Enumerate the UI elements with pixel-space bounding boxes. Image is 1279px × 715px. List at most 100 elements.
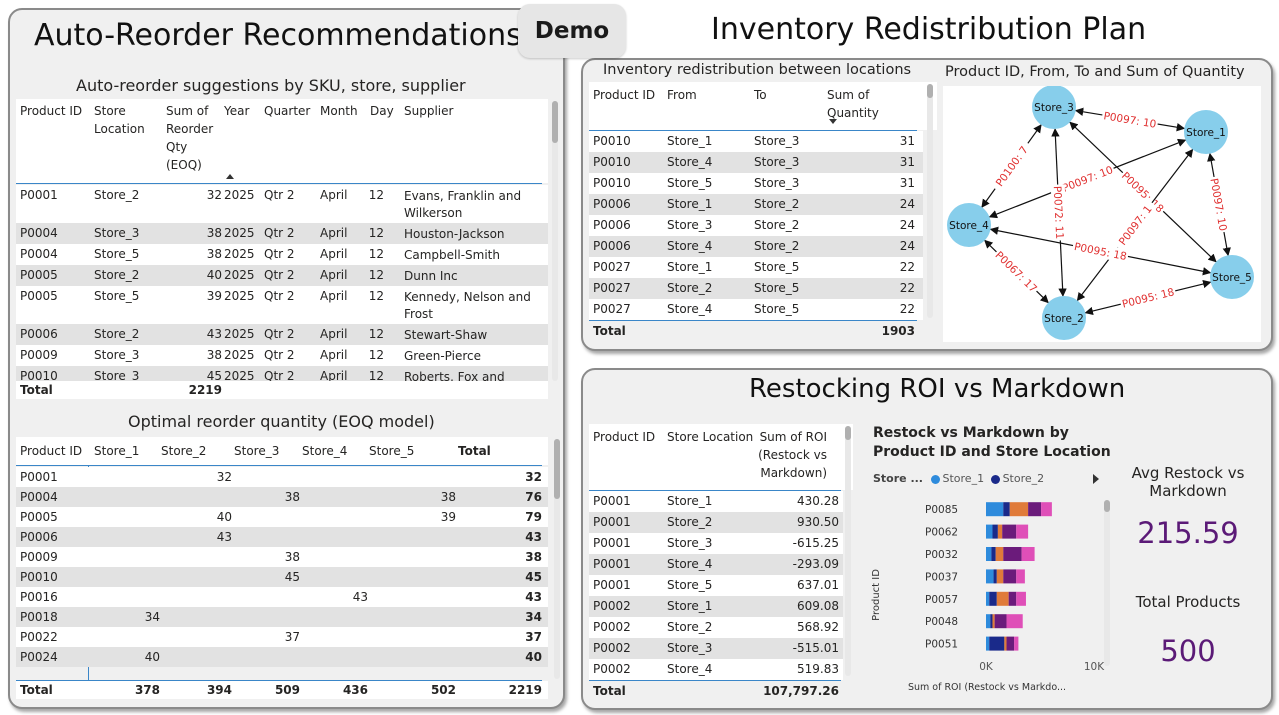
chart-scrollbar[interactable]	[1104, 500, 1110, 666]
table-row[interactable]: P0009 Store_3 38 2025 Qtr 2 April 12 Green-Pier…	[16, 345, 548, 366]
matrix-row[interactable]: P0024 40 40	[16, 647, 548, 667]
scrollbar-thumb[interactable]	[845, 426, 851, 440]
bar-segment-store-4[interactable]	[1028, 502, 1042, 517]
legend-item-store-1[interactable]: Store_1	[930, 472, 984, 485]
graph-node[interactable]	[1210, 255, 1254, 299]
scrollbar[interactable]	[927, 84, 933, 318]
bar-segment-store-1[interactable]	[986, 636, 990, 651]
header-store-location[interactable]: Store Location	[667, 430, 754, 444]
table-row[interactable]: P0001 Store_5 637.01	[589, 575, 843, 596]
graph-node[interactable]	[947, 203, 991, 247]
table-row[interactable]: P0002 Store_4 519.83	[589, 659, 843, 680]
bar-segment-store-4[interactable]	[1002, 524, 1017, 539]
table-row[interactable]: P0001 Store_4 -293.09	[589, 554, 843, 575]
table-row[interactable]: P0006 Store_4 Store_2 24	[589, 236, 923, 257]
header-from[interactable]: From	[667, 88, 697, 102]
bar-segment-store-5[interactable]	[1016, 524, 1029, 539]
header-to[interactable]: To	[754, 88, 767, 102]
matrix-row[interactable]: P0004 38 38 76	[16, 487, 548, 507]
chart-scrollbar-thumb[interactable]	[1104, 500, 1110, 512]
bar-segment-store-3[interactable]	[996, 569, 1004, 584]
table-row[interactable]: P0004 Store_3 38 2025 Qtr 2 April 12 Houston-Ja…	[16, 223, 548, 244]
table-row[interactable]: P0010 Store_5 Store_3 31	[589, 173, 923, 194]
bar-segment-store-2[interactable]	[992, 524, 998, 539]
scrollbar-thumb[interactable]	[554, 439, 560, 499]
header-product-id[interactable]: Product ID	[593, 88, 656, 102]
table-row[interactable]: P0002 Store_1 609.08	[589, 596, 843, 617]
bar-segment-store-3[interactable]	[1009, 502, 1029, 517]
table-row[interactable]: P0004 Store_5 38 2025 Qtr 2 April 12 Campbell-S…	[16, 244, 548, 265]
matrix-row[interactable]: P0016 43 43	[16, 587, 548, 607]
bar-segment-store-1[interactable]	[986, 502, 1004, 517]
header-reorder-qty[interactable]: Sum of Reorder Qty (EOQ)	[166, 104, 214, 172]
bar-segment-store-1[interactable]	[986, 569, 994, 584]
table-row[interactable]: P0001 Store_1 430.28	[589, 491, 843, 512]
table-row[interactable]: P0027 Store_1 Store_5 22	[589, 257, 923, 278]
table-row[interactable]: P0010 Store_3 45 2025 Qtr 2 April 12 Roberts, F…	[16, 366, 548, 381]
table-row[interactable]: P0002 Store_2 568.92	[589, 617, 843, 638]
header-product-id[interactable]: Product ID	[20, 104, 83, 118]
bar-segment-store-4[interactable]	[1006, 636, 1015, 651]
legend-next-icon[interactable]	[1093, 474, 1099, 484]
header-total[interactable]: Total	[458, 444, 491, 458]
table-row[interactable]: P0027 Store_4 Store_5 22	[589, 299, 923, 320]
header-quarter[interactable]: Quarter	[264, 104, 311, 118]
bar-segment-store-5[interactable]	[1006, 614, 1023, 629]
bar-segment-store-3[interactable]	[995, 547, 1004, 561]
bar-segment-store-4[interactable]	[1008, 591, 1017, 606]
table-row[interactable]: P0010 Store_4 Store_3 31	[589, 152, 923, 173]
matrix-row[interactable]: P0010 45 45	[16, 567, 548, 587]
scrollbar[interactable]	[552, 101, 558, 381]
scrollbar-thumb[interactable]	[927, 84, 933, 98]
header-day[interactable]: Day	[370, 104, 394, 118]
header-store-5[interactable]: Store_5	[369, 444, 415, 458]
header-store-4[interactable]: Store_4	[302, 444, 348, 458]
bar-segment-store-5[interactable]	[1041, 502, 1052, 517]
table-row[interactable]: P0001 Store_2 930.50	[589, 512, 843, 533]
header-product-id[interactable]: Product ID	[593, 430, 656, 444]
table-row[interactable]: P0005 Store_2 40 2025 Qtr 2 April 12 Dunn Inc	[16, 265, 548, 286]
header-year[interactable]: Year	[224, 104, 250, 118]
bar-segment-store-3[interactable]	[996, 591, 1009, 606]
header-product-id[interactable]: Product ID	[20, 444, 83, 458]
bar-segment-store-1[interactable]	[986, 524, 993, 539]
graph-node[interactable]	[1032, 86, 1076, 129]
header-store-2[interactable]: Store_2	[161, 444, 207, 458]
bar-segment-store-2[interactable]	[990, 614, 993, 629]
bar-segment-store-3[interactable]	[992, 614, 995, 629]
bar-segment-store-1[interactable]	[986, 547, 992, 561]
table-row[interactable]: P0027 Store_2 Store_5 22	[589, 278, 923, 299]
matrix-row[interactable]: P0009 38 38	[16, 547, 548, 567]
matrix-row[interactable]: P0006 43 43	[16, 527, 548, 547]
bar-segment-store-5[interactable]	[1021, 547, 1035, 561]
table-row[interactable]: P0002 Store_3 -515.01	[589, 638, 843, 659]
table-row[interactable]: P0005 Store_5 39 2025 Qtr 2 April 12 Kennedy, N…	[16, 286, 548, 324]
header-month[interactable]: Month	[320, 104, 358, 118]
bar-segment-store-1[interactable]	[986, 591, 990, 606]
sort-ascending-icon[interactable]	[226, 174, 234, 179]
header-store-location[interactable]: Store Location	[94, 104, 145, 136]
table-row[interactable]: P0006 Store_3 Store_2 24	[589, 215, 923, 236]
bar-segment-store-4[interactable]	[994, 614, 1007, 629]
bar-segment-store-2[interactable]	[989, 591, 997, 606]
header-store-1[interactable]: Store_1	[94, 444, 140, 458]
scrollbar-thumb[interactable]	[552, 101, 558, 143]
bar-segment-store-5[interactable]	[1016, 569, 1025, 584]
table-row[interactable]: P0006 Store_2 43 2025 Qtr 2 April 12 Stewart-Sh…	[16, 324, 548, 345]
bar-segment-store-3[interactable]	[1004, 636, 1007, 651]
bar-segment-store-3[interactable]	[997, 524, 1003, 539]
matrix-row[interactable]: P0001 32 32	[16, 467, 548, 487]
bar-segment-store-5[interactable]	[1014, 636, 1019, 651]
header-sum-quantity[interactable]: Sum of Quantity	[827, 88, 879, 120]
header-store-3[interactable]: Store_3	[234, 444, 280, 458]
scrollbar[interactable]	[845, 426, 851, 676]
bar-segment-store-2[interactable]	[989, 636, 1005, 651]
scrollbar[interactable]	[554, 439, 560, 679]
bar-segment-store-2[interactable]	[1003, 502, 1010, 517]
header-supplier[interactable]: Supplier	[404, 104, 454, 118]
legend-item-store-2[interactable]: Store_2	[990, 472, 1044, 485]
graph-node[interactable]	[1184, 110, 1228, 154]
bar-segment-store-4[interactable]	[1003, 569, 1017, 584]
bar-segment-store-1[interactable]	[986, 614, 991, 629]
table-row[interactable]: P0010 Store_1 Store_3 31	[589, 131, 923, 152]
